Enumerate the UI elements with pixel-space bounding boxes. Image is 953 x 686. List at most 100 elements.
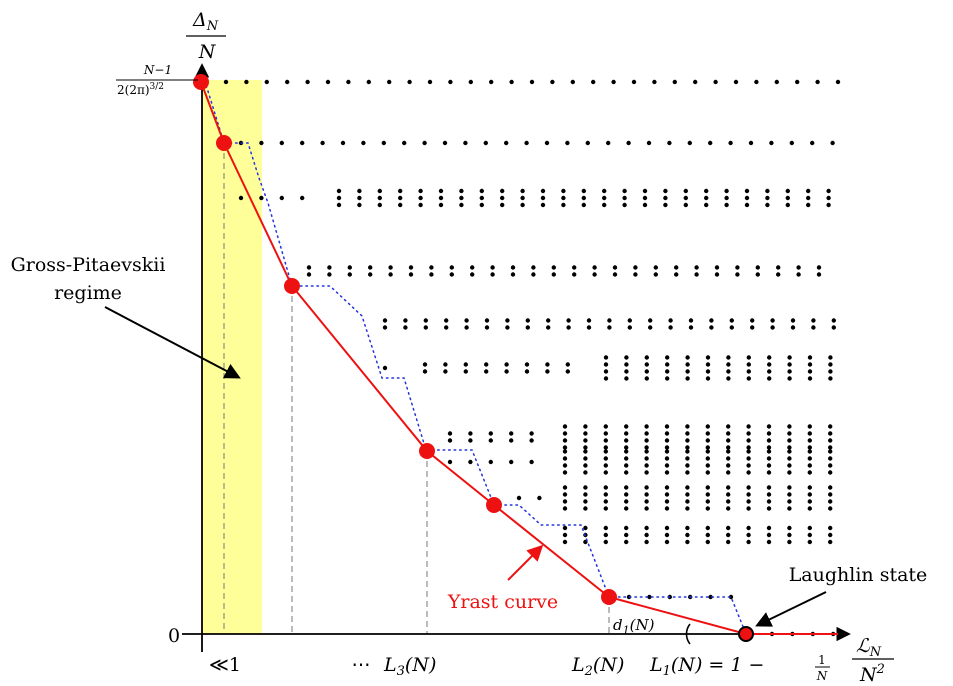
state-dot bbox=[790, 325, 796, 330]
state-dot bbox=[664, 485, 670, 490]
state-dot bbox=[602, 195, 607, 201]
state-dot bbox=[663, 202, 668, 208]
state-dot bbox=[787, 369, 792, 374]
state-dot bbox=[585, 140, 590, 146]
state-dot bbox=[631, 79, 637, 85]
state-dot bbox=[685, 539, 690, 545]
state-dot bbox=[603, 456, 608, 461]
state-dot bbox=[704, 202, 709, 208]
state-dot bbox=[726, 525, 731, 531]
state-dot bbox=[524, 140, 529, 146]
state-dot bbox=[714, 265, 720, 270]
state-dot bbox=[828, 525, 833, 531]
state-dot bbox=[807, 362, 813, 367]
state-dot bbox=[449, 272, 454, 277]
state-dot bbox=[705, 485, 710, 490]
x-tick-L2-sub: 2 bbox=[584, 664, 593, 679]
state-dot bbox=[767, 355, 772, 360]
state-dot bbox=[551, 272, 556, 277]
state-dot bbox=[368, 272, 373, 277]
state-dot bbox=[705, 355, 711, 360]
state-dot bbox=[664, 499, 670, 504]
state-dot bbox=[642, 202, 648, 208]
state-dot bbox=[529, 79, 535, 85]
state-dot bbox=[438, 195, 444, 201]
x-tick-L3-sub: 3 bbox=[397, 664, 405, 679]
state-dot bbox=[524, 369, 530, 374]
x-label-L-sub: N bbox=[869, 645, 882, 660]
state-dot bbox=[705, 463, 710, 468]
state-dot bbox=[705, 438, 710, 443]
y-tick-top-denominator: 2(2π) bbox=[117, 83, 150, 97]
state-dot bbox=[831, 318, 836, 323]
state-dot bbox=[724, 195, 729, 201]
state-dot bbox=[714, 272, 720, 277]
state-dot bbox=[746, 499, 751, 504]
state-dot bbox=[537, 495, 542, 501]
state-dot bbox=[611, 79, 616, 85]
state-dot bbox=[463, 140, 468, 146]
state-dot bbox=[572, 265, 577, 270]
state-dot bbox=[685, 369, 690, 374]
state-dot bbox=[688, 318, 694, 323]
state-dot bbox=[581, 195, 586, 201]
x-label-L: ℒ bbox=[856, 635, 871, 657]
state-dot bbox=[627, 318, 632, 323]
svg-text:L1(N) = 1 −: L1(N) = 1 − bbox=[649, 654, 764, 679]
state-dot bbox=[828, 532, 833, 538]
state-dot bbox=[828, 438, 833, 443]
state-dot bbox=[443, 369, 448, 374]
state-dot bbox=[388, 265, 393, 270]
state-dot bbox=[807, 449, 812, 454]
state-dot bbox=[746, 525, 751, 531]
y-label-delta: Δ bbox=[192, 9, 207, 31]
state-dot bbox=[787, 506, 792, 511]
state-dot bbox=[665, 362, 670, 367]
state-dot bbox=[468, 438, 473, 443]
state-dot bbox=[787, 424, 792, 429]
state-dot bbox=[381, 140, 386, 146]
state-dot bbox=[828, 362, 833, 367]
state-dot bbox=[787, 485, 792, 490]
state-dot bbox=[806, 202, 811, 208]
state-dot bbox=[624, 376, 629, 381]
state-dot bbox=[726, 369, 731, 374]
state-dot bbox=[726, 449, 731, 454]
state-dot bbox=[705, 376, 711, 381]
state-dot bbox=[468, 431, 473, 436]
state-dot bbox=[705, 499, 710, 504]
state-dot bbox=[612, 265, 618, 270]
state-dot bbox=[785, 202, 790, 208]
state-dot bbox=[366, 79, 371, 85]
state-dot bbox=[403, 325, 408, 330]
state-dot bbox=[624, 449, 629, 454]
state-dot bbox=[642, 188, 648, 194]
svg-text:2(2π)3/2: 2(2π)3/2 bbox=[117, 82, 164, 97]
state-dot bbox=[624, 431, 629, 436]
state-dot bbox=[570, 79, 575, 85]
state-dot bbox=[562, 532, 568, 538]
state-dot bbox=[726, 456, 731, 461]
state-dot bbox=[622, 188, 627, 194]
state-dot bbox=[665, 376, 670, 381]
state-dot bbox=[463, 362, 468, 367]
state-dot bbox=[627, 325, 632, 330]
state-dot bbox=[705, 532, 710, 538]
state-dot bbox=[361, 140, 366, 146]
x-label-denominator-sup: 2 bbox=[876, 662, 885, 677]
state-dot bbox=[683, 202, 688, 208]
state-dot bbox=[685, 376, 690, 381]
state-dot bbox=[828, 449, 833, 454]
state-dot bbox=[755, 265, 760, 270]
state-dot bbox=[685, 445, 690, 450]
state-dot bbox=[583, 438, 588, 443]
state-dot bbox=[612, 272, 618, 277]
state-dot bbox=[586, 325, 592, 330]
state-dot bbox=[776, 265, 781, 270]
state-dot bbox=[750, 318, 755, 323]
state-dot bbox=[826, 188, 831, 194]
state-dot bbox=[459, 188, 464, 194]
state-dot bbox=[831, 325, 836, 330]
state-dot bbox=[685, 525, 690, 531]
